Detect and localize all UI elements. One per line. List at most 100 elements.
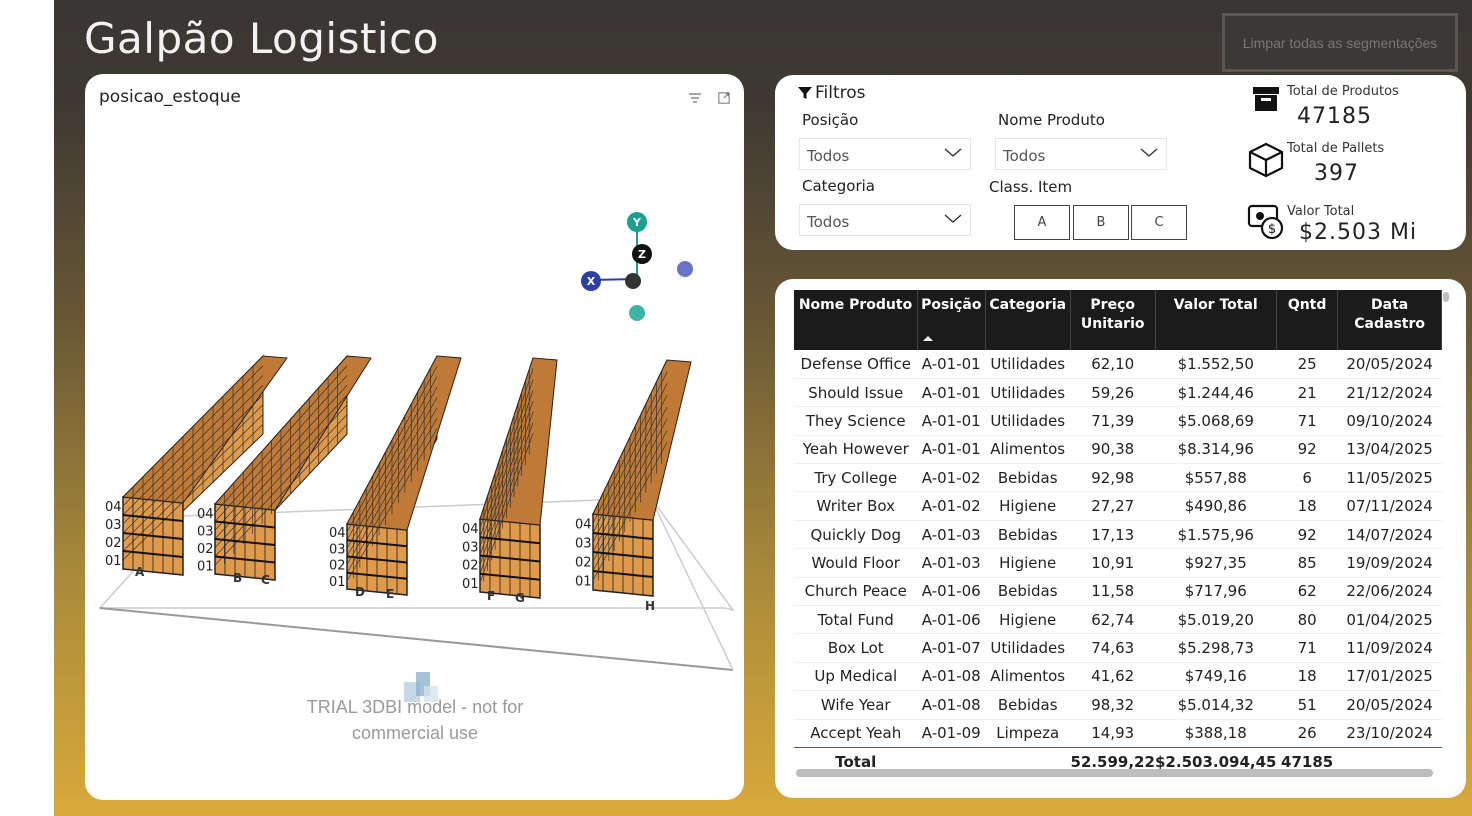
cell-qntd: 92 <box>1276 435 1338 465</box>
cell-nome-produto: Yeah However <box>794 435 918 465</box>
total-preco: 52.599,22 <box>1070 752 1155 771</box>
col-header-valor-total[interactable]: Valor Total <box>1155 290 1277 350</box>
report-canvas: Galpão Logistico Limpar todas as segment… <box>54 0 1472 816</box>
cell-nome-produto: Box Lot <box>794 633 918 663</box>
level-label: 02 <box>197 542 214 557</box>
table-row[interactable]: Church Peace A-01-06 Bebidas 11,58 $717,96 62… <box>794 577 1442 607</box>
cell-preco-unitario: 71,39 <box>1070 406 1155 436</box>
posicao-dropdown[interactable]: Todos <box>799 138 971 170</box>
cell-preco-unitario: 10,91 <box>1070 548 1155 578</box>
table-row[interactable]: Accept Yeah A-01-09 Limpeza 14,93 $388,18 26 2… <box>794 719 1442 748</box>
class-b-button[interactable]: B <box>1073 205 1129 240</box>
chevron-down-icon <box>1140 148 1158 157</box>
cell-qntd: 51 <box>1276 690 1338 720</box>
level-label: 03 <box>329 542 346 557</box>
axis-neg-z-handle[interactable] <box>625 273 641 289</box>
table-row[interactable]: Try College A-01-02 Bebidas 92,98 $557,88 6 11… <box>794 463 1442 493</box>
filter-lines-icon[interactable] <box>688 92 702 104</box>
level-label: 04 <box>105 500 122 515</box>
table-row[interactable]: Would Floor A-01-03 Higiene 10,91 $927,35 85 1… <box>794 548 1442 578</box>
level-label: 04 <box>329 526 346 541</box>
axis-z-handle[interactable] <box>632 244 652 264</box>
cell-preco-unitario: 74,63 <box>1070 633 1155 663</box>
3dbi-logo-icon <box>404 672 438 702</box>
cell-nome-produto: Writer Box <box>794 491 918 521</box>
level-label: 01 <box>329 575 346 590</box>
cell-nome-produto: Wife Year <box>794 690 918 720</box>
table-row[interactable]: Writer Box A-01-02 Higiene 27,27 $490,86 18 07… <box>794 491 1442 521</box>
col-header-preco-unitario[interactable]: Preço Unitario <box>1070 290 1156 350</box>
cell-nome-produto: They Science <box>794 406 918 436</box>
focus-mode-icon[interactable] <box>717 92 731 104</box>
cell-nome-produto: Try College <box>794 463 918 493</box>
table-row[interactable]: Defense Office A-01-01 Utilidades 62,10 $1.5… <box>794 350 1442 379</box>
cell-preco-unitario: 41,62 <box>1070 662 1155 692</box>
axis-gizmo[interactable]: Y X Z <box>581 212 693 321</box>
cell-data-cadastro: 20/05/2024 <box>1337 350 1442 379</box>
col-header-categoria[interactable]: Categoria <box>985 290 1071 350</box>
axis-neg-y-handle[interactable] <box>629 305 645 321</box>
total-label: Total <box>835 752 877 771</box>
cell-preco-unitario: 92,98 <box>1070 463 1155 493</box>
table-row[interactable]: Total Fund A-01-06 Higiene 62,74 $5.019,20 80… <box>794 605 1442 635</box>
class-c-button[interactable]: C <box>1131 205 1187 240</box>
chevron-down-icon <box>944 214 962 223</box>
cell-qntd: 80 <box>1276 605 1338 635</box>
storage-rack[interactable] <box>213 354 372 581</box>
cell-qntd: 26 <box>1276 719 1338 748</box>
cell-valor-total: $1.552,50 <box>1155 350 1277 379</box>
cell-data-cadastro: 11/09/2024 <box>1337 633 1442 663</box>
storage-rack[interactable] <box>479 357 558 599</box>
floor-front-edge <box>99 607 734 671</box>
axis-y-handle[interactable] <box>627 212 647 232</box>
class-a-button[interactable]: A <box>1014 205 1070 240</box>
horizontal-scrollbar[interactable] <box>796 769 1433 777</box>
cell-posicao: A-01-01 <box>917 350 986 379</box>
col-header-posicao[interactable]: Posição <box>917 290 986 350</box>
axis-x-handle[interactable] <box>581 271 601 291</box>
cell-posicao: A-01-02 <box>917 491 986 521</box>
level-label: 04 <box>462 522 479 537</box>
storage-rack[interactable] <box>346 355 462 596</box>
cell-nome-produto: Up Medical <box>794 662 918 692</box>
cell-valor-total: $490,86 <box>1155 491 1277 521</box>
table-row[interactable]: Yeah However A-01-01 Alimentos 90,38 $8.314,… <box>794 435 1442 465</box>
axis-neg-x-handle[interactable] <box>677 261 693 277</box>
cell-posicao: A-01-02 <box>917 463 986 493</box>
cell-data-cadastro: 22/06/2024 <box>1337 577 1442 607</box>
warehouse-3d-visual[interactable]: posicao_estoque Y X Z <box>85 74 744 800</box>
storage-rack[interactable] <box>121 354 288 576</box>
posicao-label: Posição <box>802 111 859 129</box>
col-header-data-cadastro[interactable]: Data Cadastro <box>1337 290 1442 350</box>
cell-data-cadastro: 01/04/2025 <box>1337 605 1442 635</box>
table-row[interactable]: Should Issue A-01-01 Utilidades 59,26 $1.244… <box>794 378 1442 408</box>
cell-posicao: A-01-08 <box>917 690 986 720</box>
table-row[interactable]: Up Medical A-01-08 Alimentos 41,62 $749,16 18… <box>794 662 1442 692</box>
table-row[interactable]: Wife Year A-01-08 Bebidas 98,32 $5.014,32 51 2… <box>794 690 1442 720</box>
cell-posicao: A-01-06 <box>917 605 986 635</box>
cell-valor-total: $8.314,96 <box>1155 435 1277 465</box>
cell-nome-produto: Total Fund <box>794 605 918 635</box>
storage-rack[interactable] <box>592 359 692 597</box>
table-body: Defense Office A-01-01 Utilidades 62,10 $1.5… <box>794 350 1442 748</box>
trial-watermark: TRIAL 3DBI model - not for commercial us… <box>275 694 555 746</box>
table-row[interactable]: Quickly Dog A-01-03 Bebidas 17,13 $1.575,96 9… <box>794 520 1442 550</box>
col-header-qntd[interactable]: Qntd <box>1276 290 1339 350</box>
table-row[interactable]: They Science A-01-01 Utilidades 71,39 $5.068… <box>794 406 1442 436</box>
col-header-nome-produto[interactable]: Nome Produto <box>794 290 918 350</box>
clear-filters-button[interactable]: Limpar todas as segmentações <box>1222 13 1458 72</box>
cell-valor-total: $5.068,69 <box>1155 406 1277 436</box>
categoria-dropdown[interactable]: Todos <box>799 204 971 236</box>
cell-nome-produto: Defense Office <box>794 350 918 379</box>
cell-data-cadastro: 17/01/2025 <box>1337 662 1442 692</box>
cell-posicao: A-01-06 <box>917 577 986 607</box>
nome-produto-dropdown[interactable]: Todos <box>995 138 1167 170</box>
vertical-scrollbar[interactable] <box>1443 292 1449 302</box>
aisle-label: A <box>135 565 145 579</box>
col-header-posicao-label: Posição <box>921 297 982 313</box>
valor-total-label: Valor Total <box>1287 204 1355 219</box>
table-row[interactable]: Box Lot A-01-07 Utilidades 74,63 $5.298,73 71… <box>794 633 1442 663</box>
visual-title: posicao_estoque <box>99 87 241 107</box>
warehouse-3d-scene[interactable]: Y X Z 0102030401020304010203040102030401… <box>85 134 744 694</box>
cell-data-cadastro: 11/05/2025 <box>1337 463 1442 493</box>
